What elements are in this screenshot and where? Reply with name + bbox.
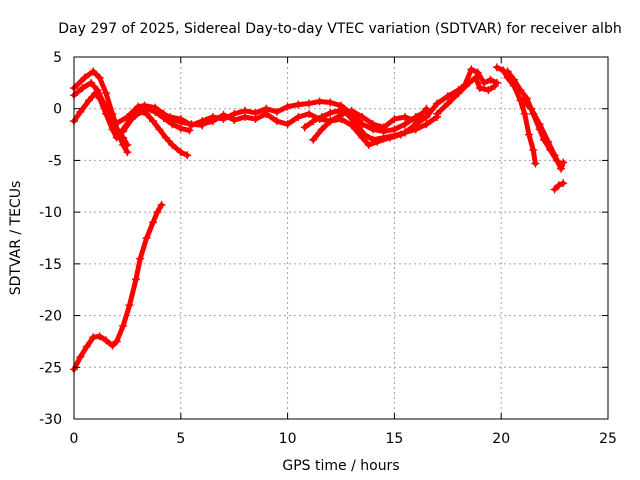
data-trace bbox=[120, 142, 130, 155]
x-tick-label: 20 bbox=[492, 431, 510, 447]
y-tick-label: -10 bbox=[39, 205, 62, 221]
y-tick-label: -5 bbox=[48, 153, 62, 169]
series-track-p bbox=[550, 179, 568, 194]
data-point bbox=[185, 126, 194, 135]
data-trace bbox=[144, 219, 156, 241]
x-tick-label: 5 bbox=[176, 431, 185, 447]
y-tick-label: 0 bbox=[53, 102, 62, 118]
x-axis-label: GPS time / hours bbox=[282, 458, 399, 474]
x-tick-label: 15 bbox=[385, 431, 403, 447]
tick-layer: 0 5 10 15 20 25 -30 -25 -20 -15 -10 -5 0 5 bbox=[39, 50, 617, 447]
data-point bbox=[422, 104, 431, 113]
data-trace bbox=[97, 95, 109, 117]
data-trace bbox=[120, 135, 130, 148]
series-track-f bbox=[70, 200, 166, 374]
data-point bbox=[559, 158, 568, 167]
data-trace bbox=[537, 121, 551, 145]
data-point bbox=[531, 159, 540, 168]
y-tick-label: -30 bbox=[39, 412, 62, 428]
series-track-o bbox=[518, 96, 568, 173]
data-point bbox=[559, 179, 568, 188]
plot-frame bbox=[73, 56, 609, 420]
y-tick-label: -20 bbox=[39, 309, 62, 325]
series-track-a bbox=[70, 67, 132, 157]
data-trace bbox=[349, 122, 365, 141]
data-trace bbox=[103, 111, 115, 132]
series-layer bbox=[70, 63, 568, 374]
data-trace bbox=[413, 106, 429, 124]
data-trace bbox=[511, 83, 523, 103]
data-trace bbox=[120, 116, 135, 134]
data-trace bbox=[137, 235, 150, 262]
series-track-l bbox=[433, 73, 499, 118]
data-trace bbox=[423, 114, 440, 127]
data-point bbox=[123, 148, 132, 157]
data-trace bbox=[127, 276, 139, 308]
y-tick-label: 5 bbox=[53, 50, 62, 66]
data-trace bbox=[526, 132, 536, 153]
data-trace bbox=[133, 256, 143, 282]
chart-title: Day 297 of 2025, Sidereal Day-to-day VTE… bbox=[58, 21, 621, 37]
y-tick-label: -15 bbox=[39, 257, 62, 273]
x-tick-label: 0 bbox=[70, 431, 79, 447]
data-trace bbox=[103, 90, 115, 117]
y-axis-label: SDTVAR / TECUs bbox=[8, 181, 24, 296]
data-trace bbox=[120, 302, 133, 329]
data-point bbox=[490, 81, 499, 90]
x-tick-label: 25 bbox=[599, 431, 617, 447]
data-trace bbox=[528, 106, 543, 127]
x-tick-label: 10 bbox=[279, 431, 297, 447]
y-tick-label: -25 bbox=[39, 360, 62, 376]
data-point bbox=[123, 140, 132, 149]
data-trace bbox=[522, 111, 532, 138]
data-trace bbox=[97, 75, 109, 96]
data-trace bbox=[154, 202, 165, 215]
series-track-d bbox=[119, 107, 192, 160]
data-point bbox=[183, 151, 192, 160]
data-trace bbox=[114, 323, 126, 344]
data-point bbox=[157, 200, 166, 209]
data-trace bbox=[423, 101, 440, 120]
